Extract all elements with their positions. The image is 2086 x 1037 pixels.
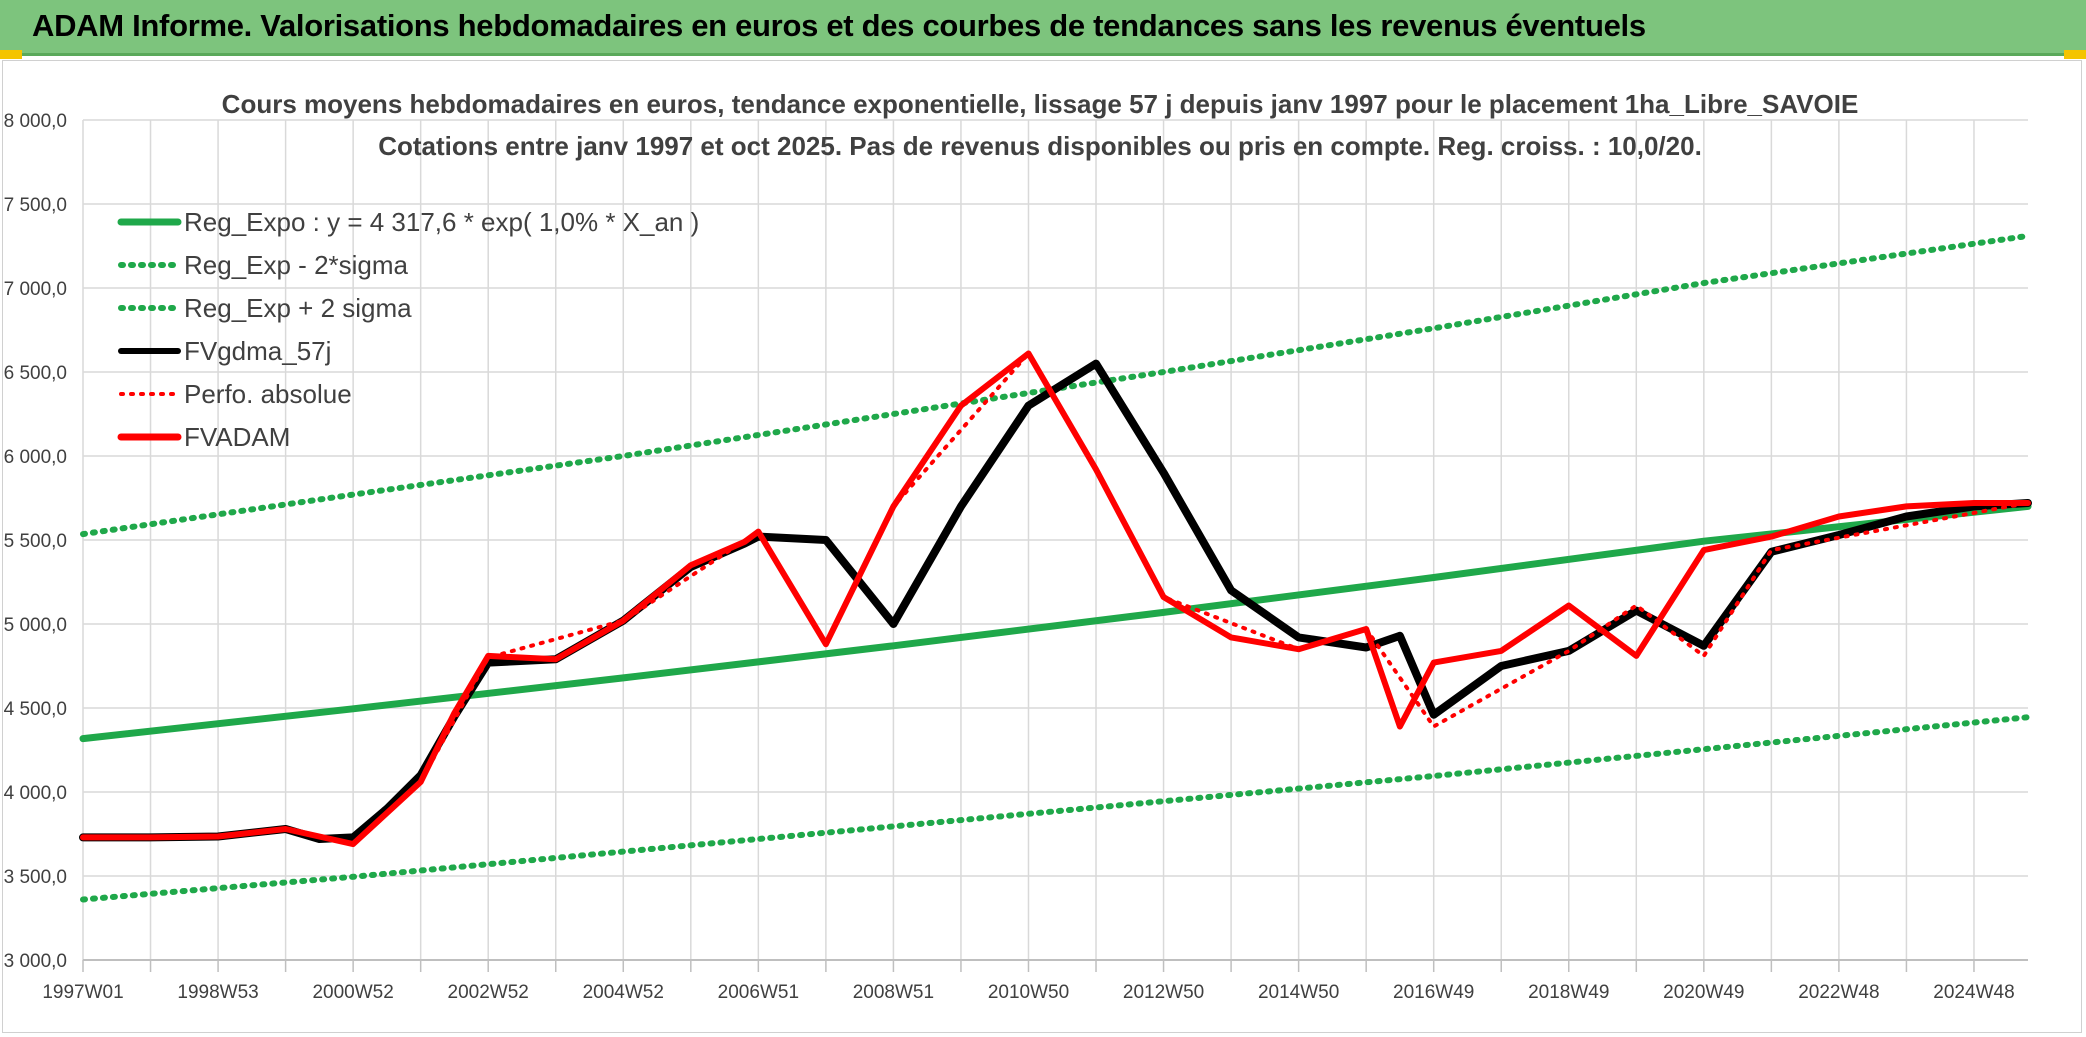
x-tick-label: 2004W52	[583, 982, 664, 1003]
y-axis-ticks: 3 000,0 3 500,0 4 000,0 4 500,0 5 000,0 5 500…	[4, 111, 67, 972]
y-tick-label: 4 000,0	[4, 783, 67, 804]
y-tick-label: 5 500,0	[4, 531, 67, 552]
y-tick-label: 7 000,0	[4, 279, 67, 300]
y-tick-label: 7 500,0	[4, 195, 67, 216]
x-tick-label: 2024W48	[1933, 982, 2014, 1003]
chart-title-line2: Cotations entre janv 1997 et oct 2025. P…	[378, 131, 1702, 161]
report-title: ADAM Informe. Valorisations hebdomadaire…	[32, 8, 1646, 43]
legend-label-2: Reg_Exp + 2 sigma	[184, 293, 412, 323]
x-tick-label: 2012W50	[1123, 982, 1204, 1003]
y-tick-label: 4 500,0	[4, 699, 67, 720]
series-line-3	[79, 359, 2032, 843]
series-line-5	[80, 350, 2031, 848]
y-tick-label: 3 000,0	[4, 951, 67, 972]
x-tick-label: 2002W52	[448, 982, 529, 1003]
report-banner: ADAM Informe. Valorisations hebdomadaire…	[0, 0, 2086, 56]
x-axis-ticks: 1997W01 1998W53 2000W52 2002W52 2004W52 2006W…	[42, 982, 2014, 1003]
chart-series	[79, 232, 2032, 903]
corner-accent-left	[0, 50, 22, 59]
x-tick-label: 2022W48	[1798, 982, 1879, 1003]
legend-label-4: Perfo. absolue	[184, 379, 352, 409]
legend-label-3: FVgdma_57j	[184, 336, 331, 366]
series-line-2	[80, 232, 2031, 538]
legend-label-1: Reg_Exp - 2*sigma	[184, 250, 409, 280]
corner-accent-right	[2064, 50, 2086, 59]
x-tick-label: 2008W51	[853, 982, 934, 1003]
x-tick-label: 2000W52	[312, 982, 393, 1003]
chart-grid	[82, 119, 2028, 972]
y-tick-label: 3 500,0	[4, 867, 67, 888]
y-tick-label: 6 500,0	[4, 363, 67, 384]
series-line-1	[80, 714, 2031, 903]
chart-frame	[2, 60, 2082, 1033]
series-line-0	[79, 502, 2032, 743]
chart-legend: Reg_Expo : y = 4 317,6 * exp( 1,0% * X_a…	[117, 207, 699, 452]
x-tick-label: 2014W50	[1258, 982, 1339, 1003]
x-tick-label: 2016W49	[1393, 982, 1474, 1003]
y-tick-label: 8 000,0	[4, 111, 67, 132]
x-tick-label: 1997W01	[42, 982, 123, 1003]
y-tick-label: 6 000,0	[4, 447, 67, 468]
x-tick-label: 2010W50	[988, 982, 1069, 1003]
legend-label-5: FVADAM	[184, 422, 290, 452]
x-tick-label: 2006W51	[718, 982, 799, 1003]
x-tick-label: 1998W53	[177, 982, 258, 1003]
x-tick-label: 2018W49	[1528, 982, 1609, 1003]
chart-title-line1: Cours moyens hebdomadaires en euros, ten…	[222, 89, 1859, 119]
x-tick-label: 2020W49	[1663, 982, 1744, 1003]
y-tick-label: 5 000,0	[4, 615, 67, 636]
legend-label-0: Reg_Expo : y = 4 317,6 * exp( 1,0% * X_a…	[184, 207, 699, 237]
